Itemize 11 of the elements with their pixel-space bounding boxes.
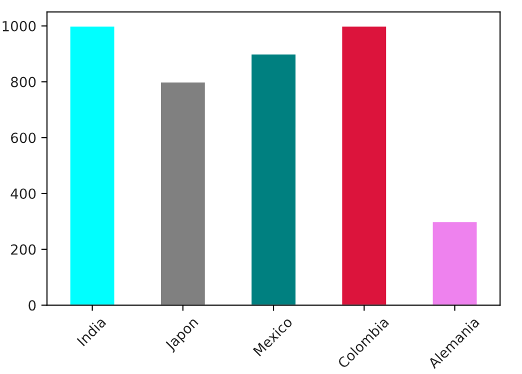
y-tick-label: 200 xyxy=(11,244,36,255)
bar xyxy=(431,220,478,306)
bar xyxy=(250,53,297,306)
y-tick-label: 800 xyxy=(10,76,36,88)
y-tick-label: 0 xyxy=(28,300,36,311)
bar xyxy=(340,25,388,306)
y-tick-label: 600 xyxy=(11,132,36,144)
y-tick-label: 1000 xyxy=(2,20,36,32)
y-tick-label: 400 xyxy=(10,188,36,199)
bar xyxy=(160,81,206,306)
bar xyxy=(68,25,116,306)
